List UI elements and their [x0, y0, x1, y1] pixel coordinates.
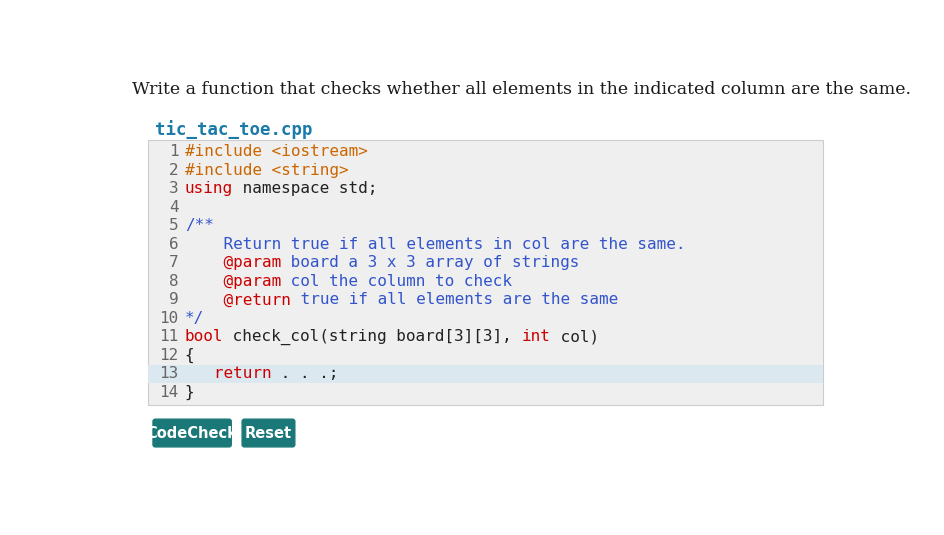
FancyBboxPatch shape	[153, 419, 231, 447]
Text: col): col)	[550, 329, 598, 345]
FancyBboxPatch shape	[147, 364, 822, 383]
Text: @return: @return	[185, 292, 291, 307]
Text: board a 3 x 3 array of strings: board a 3 x 3 array of strings	[280, 255, 579, 270]
Text: 12: 12	[160, 348, 178, 363]
Text: 1: 1	[169, 144, 178, 159]
Text: /**: /**	[185, 218, 213, 233]
Text: namespace std;: namespace std;	[232, 181, 377, 196]
Text: }: }	[185, 385, 194, 400]
Text: 10: 10	[160, 311, 178, 326]
Text: Return true if all elements in col are the same.: Return true if all elements in col are t…	[185, 237, 684, 252]
Text: @param: @param	[185, 274, 280, 289]
Text: 5: 5	[169, 218, 178, 233]
Text: tic_tac_toe.cpp: tic_tac_toe.cpp	[155, 120, 312, 140]
FancyBboxPatch shape	[147, 140, 822, 404]
Text: 8: 8	[169, 274, 178, 289]
Text: CodeCheck: CodeCheck	[146, 425, 237, 440]
Text: col the column to check: col the column to check	[280, 274, 512, 289]
Text: int: int	[521, 329, 550, 345]
Text: 3: 3	[169, 181, 178, 196]
Text: return: return	[185, 366, 271, 381]
Text: 4: 4	[169, 200, 178, 215]
Text: #include <iostream>: #include <iostream>	[185, 144, 367, 159]
Text: Reset: Reset	[244, 425, 292, 440]
FancyBboxPatch shape	[242, 419, 295, 447]
Text: bool: bool	[185, 329, 223, 345]
Text: 13: 13	[160, 366, 178, 381]
Text: 2: 2	[169, 163, 178, 178]
Text: . . .;: . . .;	[271, 366, 338, 381]
Text: 9: 9	[169, 292, 178, 307]
Text: 7: 7	[169, 255, 178, 270]
Text: 11: 11	[160, 329, 178, 345]
Text: using: using	[185, 181, 232, 196]
Text: check_col(string board[3][3],: check_col(string board[3][3],	[223, 328, 521, 345]
Text: 6: 6	[169, 237, 178, 252]
Text: {: {	[185, 348, 194, 363]
Text: true if all elements are the same: true if all elements are the same	[291, 292, 617, 307]
Text: */: */	[185, 311, 204, 326]
Text: #include <string>: #include <string>	[185, 163, 348, 178]
Text: Write a function that checks whether all elements in the indicated column are th: Write a function that checks whether all…	[132, 81, 910, 98]
Text: @param: @param	[185, 255, 280, 270]
Text: 14: 14	[160, 385, 178, 400]
